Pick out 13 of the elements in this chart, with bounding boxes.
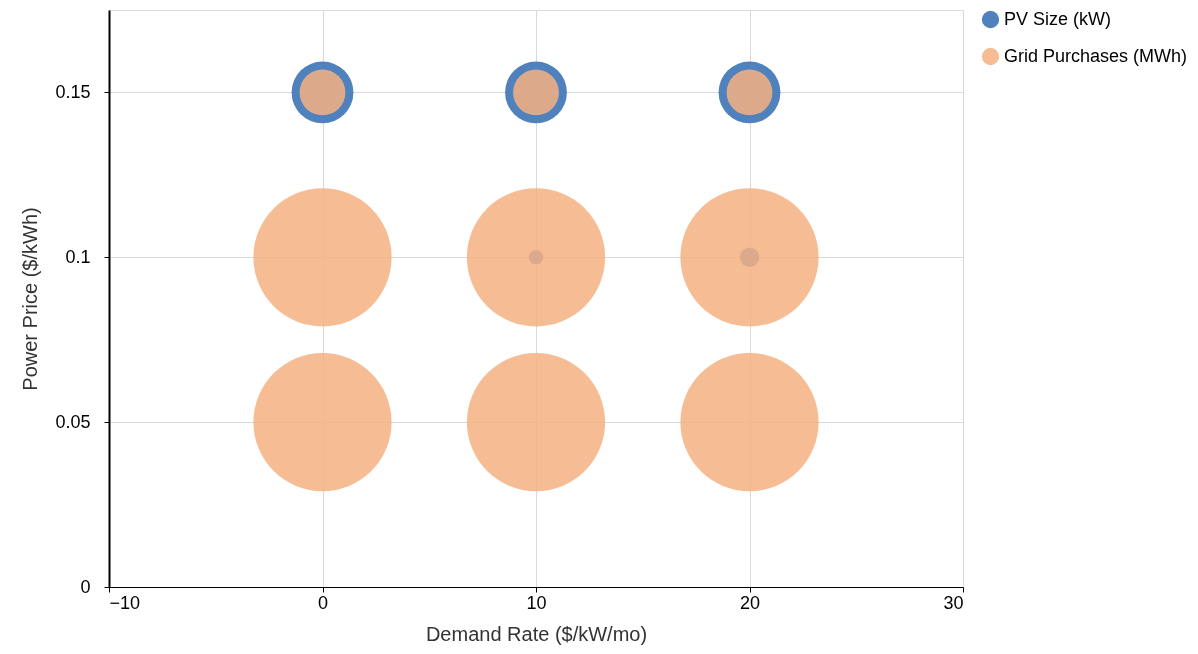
legend-label: PV Size (kW) <box>1004 8 1112 29</box>
legend-label: Grid Purchases (MWh) <box>1004 45 1188 66</box>
y-axis-title: Power Price ($/kWh) <box>19 207 42 391</box>
x-axis-title: Demand Rate ($/kW/mo) <box>425 622 648 645</box>
y-tick-label: 0.05 <box>55 411 91 432</box>
y-tick-label: 0.1 <box>65 246 91 267</box>
y-tick-label: 0 <box>80 576 91 597</box>
x-tick-label: 0 <box>317 592 329 613</box>
x-tick-label: 30 <box>943 592 964 613</box>
y-tick-label: 0.15 <box>55 81 91 102</box>
x-tick-label: 10 <box>526 592 547 613</box>
x-tick-label: 20 <box>739 592 761 613</box>
x-tick-label: −10 <box>109 592 141 613</box>
